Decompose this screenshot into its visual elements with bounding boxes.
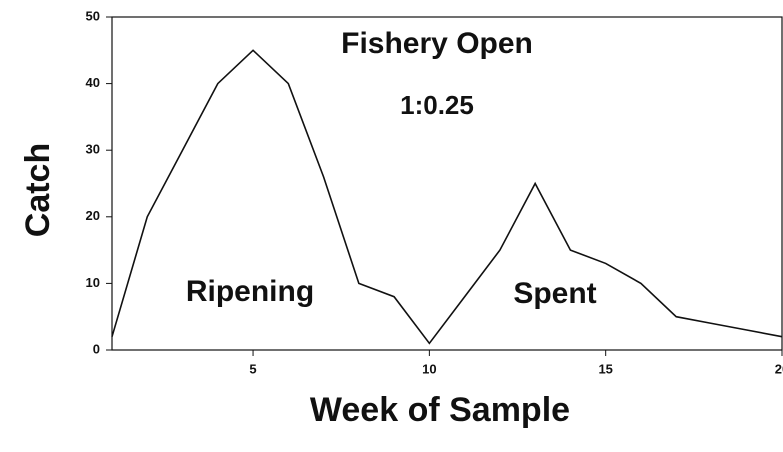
y-tick-label: 30	[86, 142, 100, 157]
y-tick-label: 10	[86, 275, 100, 290]
y-tick-label: 40	[86, 75, 100, 90]
x-tick-label: 15	[598, 361, 612, 376]
y-tick-label: 20	[86, 208, 100, 223]
y-axis-title: Catch	[19, 143, 57, 237]
annotation: Spent	[513, 277, 596, 310]
x-tick-label: 20	[775, 361, 783, 376]
annotation: Ripening	[186, 275, 314, 308]
data-line	[111, 49, 783, 345]
annotation: Fishery Open	[341, 27, 533, 60]
y-tick-label: 0	[93, 341, 100, 356]
x-tick-label: 5	[249, 361, 256, 376]
y-tick-label: 50	[86, 8, 100, 23]
annotation: 1:0.25	[400, 90, 474, 120]
x-tick-label: 10	[422, 361, 436, 376]
plot-frame	[111, 16, 783, 351]
x-axis-title: Week of Sample	[310, 391, 570, 429]
